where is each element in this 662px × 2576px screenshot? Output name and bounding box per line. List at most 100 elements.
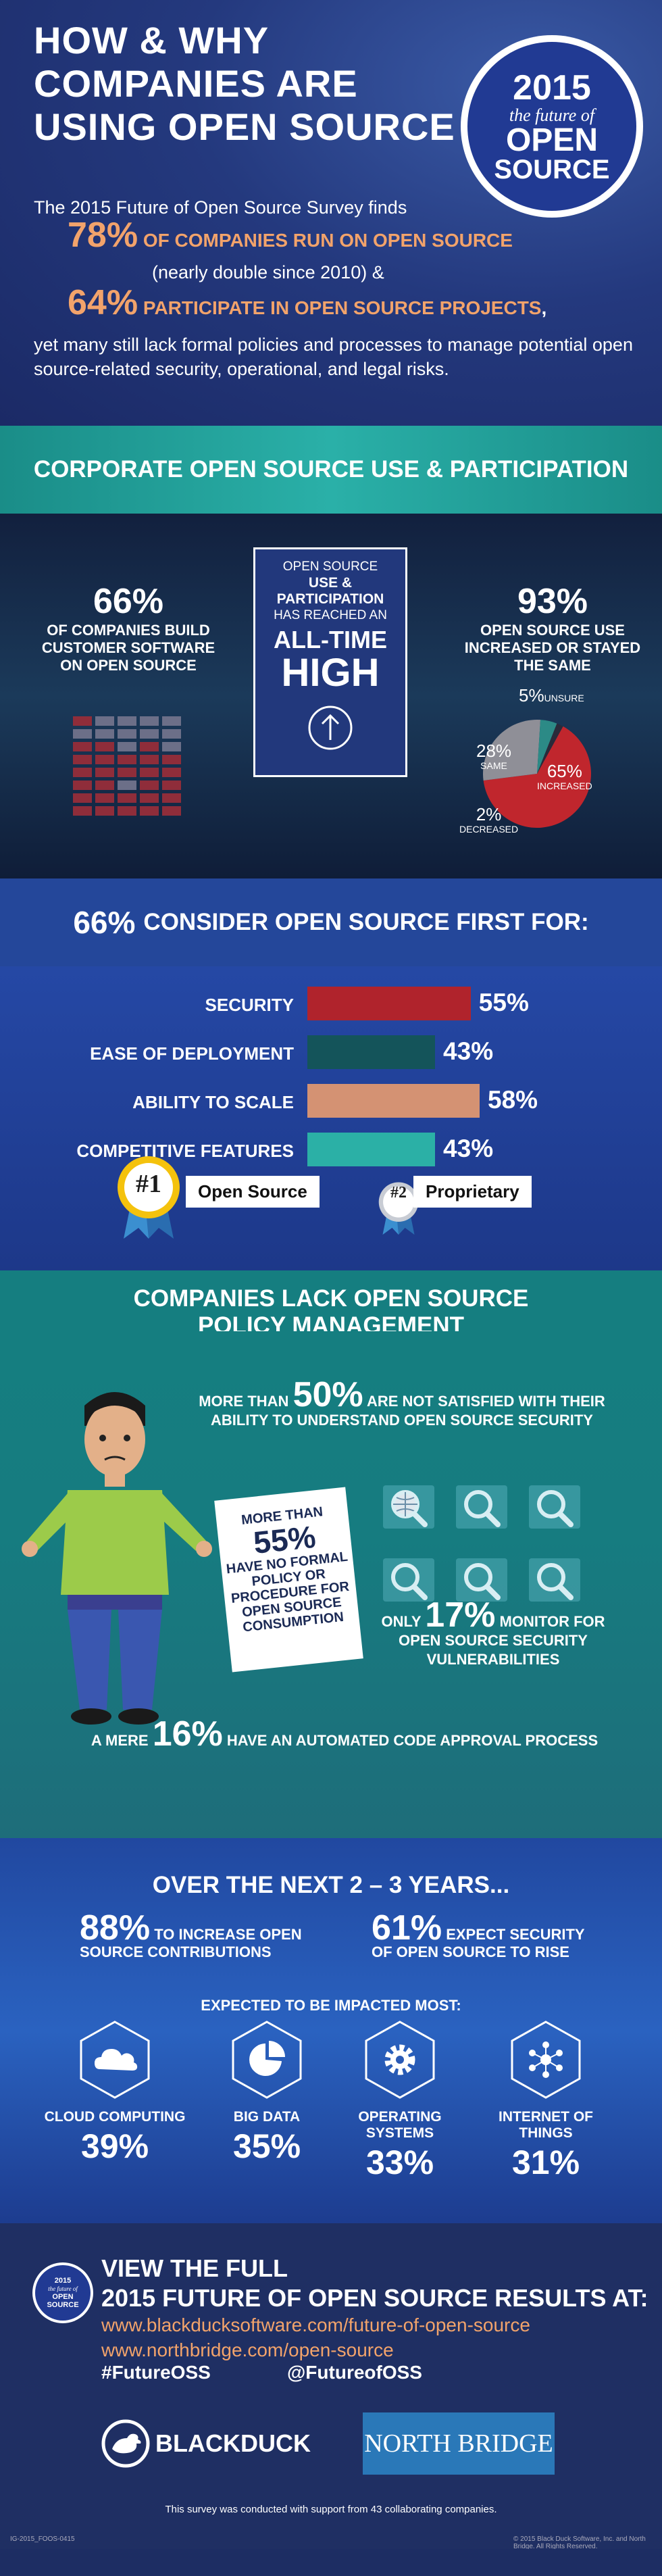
first-for-row: EASE OF DEPLOYMENT 43% [0,1035,662,1069]
blackduck-results-link[interactable]: www.blackducksoftware.com/future-of-open… [101,2314,530,2335]
header-section: HOW & WHY COMPANIES ARE USING OPEN SOURC… [0,0,662,426]
first-for-pct: 66% [73,905,136,940]
northbridge-results-link[interactable]: www.northbridge.com/open-source [101,2339,394,2360]
next-years-heading: OVER THE NEXT 2 – 3 YEARS... [152,1872,510,1898]
stat-61-pct: 61% [372,1908,442,1948]
footer-badge: 2015 the future of OPEN SOURCE [32,2262,93,2323]
view-line2: 2015 FUTURE OF OPEN SOURCE RESULTS AT: [101,2284,648,2312]
rank-2-number: #2 [390,1184,407,1202]
stat-55-card: More than 55% have no formal policy or p… [214,1487,363,1673]
duck-icon [101,2419,150,2468]
twitter-handle[interactable]: @FutureofOSS [287,2362,422,2383]
stat-88-text2: source contributions [80,1943,272,1960]
impact-big-data: BIG DATA 35% [193,2021,341,2166]
stat-17-text: monitor for open source security vulnera… [399,1613,605,1668]
first-for-text: CONSIDER OPEN SOURCE FIRST FOR: [143,909,589,935]
document-code: IG-2015_FOOS-0415 [10,2535,75,2543]
impact-name: OPERATING SYSTEMS [358,2109,442,2141]
impact-name: INTERNET OF THINGS [499,2109,593,2141]
pie-slice-unsure [537,720,557,774]
seal-line1: OPEN [52,2293,74,2301]
first-for-bar [307,1133,436,1166]
seal-year: 2015 [54,2277,72,2285]
first-for-label: COMPETITIVE FEATURES [76,1141,294,1161]
stat-17-pre: only [381,1613,422,1630]
stat-16-pre: A mere [91,1732,149,1749]
stat-61-security: 61% expect security of open source to ri… [372,1910,585,1961]
pie-slice-same [483,720,541,781]
intro-tail: yet many still lack formal policies and … [34,335,633,379]
impact-value: 31% [511,2144,580,2181]
badge-sub: the future of [509,105,595,125]
stat-55-text: have no formal policy or procedure for o… [225,1549,350,1635]
policy-section: More than 50% are not satisfied with the… [0,1331,662,1838]
first-for-row: COMPETITIVE FEATURES 43% [0,1133,662,1166]
future-of-open-source-badge: 2015 the future of OPEN SOURCE [461,35,643,218]
stat-17-monitor: only 17% monitor for open source securit… [378,1597,608,1669]
impact-name: BIG DATA [233,2109,301,2125]
pie-chart-icon [232,2021,302,2099]
stat-50-text: are not satisfied with their ability to … [211,1393,605,1429]
search-icon [455,1480,509,1534]
search-icon [382,1553,436,1607]
network-icon [511,2021,581,2099]
pie-label-unsure: 5%UNSURE [519,685,584,705]
cloud-icon [80,2021,150,2099]
stat-64: 64% participate in open source projects, [68,282,546,323]
blackduck-logo: BLACKDUCK [100,2418,311,2469]
center-line2: use & participation [276,575,384,607]
intro-text: The 2015 Future of Open Source Survey fi… [34,197,407,218]
view-line1: VIEW THE FULL [101,2254,288,2282]
stat-50-security: More than 50% are not satisfied with the… [193,1377,611,1430]
stat-64-text: participate in open source projects [143,297,542,318]
stat-17-pct: 17% [425,1595,496,1635]
first-for-row: SECURITY 55% [0,987,662,1020]
confused-man-illustration [22,1392,212,1725]
pie-label-same: 28% SAME [476,741,512,771]
rank-1-number: #1 [136,1170,161,1198]
hashtag[interactable]: #FutureOSS [101,2362,211,2383]
impacted-heading: EXPECTED TO BE IMPACTED MOST: [201,1997,461,2014]
pie-label-increased: 65% INCREASED [537,761,592,791]
first-for-bar [307,1084,480,1118]
view-results-heading: VIEW THE FULL 2015 FUTURE OF OPEN SOURCE… [101,2254,648,2313]
stat-16-text: have an automated code approval process [226,1732,599,1749]
center-line1: Open source [282,560,378,574]
impact-operating-systems: OPERATING SYSTEMS 33% [326,2021,474,2182]
corporate-section: 66% of companies build customer software… [0,514,662,878]
center-line3: has reached an [274,608,387,622]
seal-sub: the future of [48,2285,78,2292]
first-for-section: SECURITY 55% EASE OF DEPLOYMENT 43% ABILITY … [0,966,662,1270]
first-for-label: SECURITY [205,995,294,1015]
next-years-section: OVER THE NEXT 2 – 3 YEARS... 88% to incr… [0,1838,662,2223]
seal-line2: SOURCE [47,2301,79,2309]
stat-50-pre: More than [199,1393,289,1410]
stat-93-pct: 93% [517,582,588,621]
northbridge-logo: NORTH BRIDGE [363,2412,555,2475]
first-for-value: 43% [443,1037,494,1065]
stat-88-contributions: 88% to increase open source contribution… [80,1910,302,1961]
rank-1-label: Open Source [186,1176,320,1208]
policy-heading: COMPANIES LACK OPEN SOURCE POLICY MANAGE… [0,1270,662,1331]
usage-pie-chart [483,720,591,828]
rank-1-medal-icon [118,1156,180,1239]
badge-line2: SOURCE [494,155,610,184]
first-for-label: ABILITY TO SCALE [132,1092,294,1112]
badge-year: 2015 [513,68,591,107]
stat-93-desc: open source use increased or stayed the … [464,622,641,674]
stat-78-text: of companies run on open source [143,230,513,251]
footer-section: 2015 the future of OPEN SOURCE VIEW THE … [0,2223,662,2549]
impact-value: 39% [80,2127,149,2165]
search-icon [455,1553,509,1607]
search-icon [528,1480,582,1534]
stat-61-text2: of open source to rise [372,1943,569,1960]
first-for-value: 43% [443,1135,494,1162]
impact-cloud-computing: CLOUD COMPUTING 39% [41,2021,189,2166]
blackduck-logo-text: BLACKDUCK [155,2429,311,2457]
stat-61-text1: expect security [446,1926,585,1943]
stat-16-pct: 16% [152,1714,223,1754]
stat-66-build: 66% of companies build customer software… [41,581,216,674]
stat-66-desc: of companies build customer software on … [41,622,215,674]
badge-line1: OPEN [505,122,599,158]
stat-93-increased: 93% open source use increased or stayed … [451,581,654,674]
